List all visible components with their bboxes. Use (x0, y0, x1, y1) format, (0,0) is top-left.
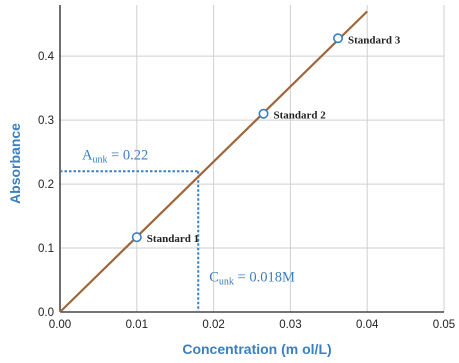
standard-marker (258, 108, 269, 119)
x-tick-label: 0.01 (126, 319, 148, 331)
a-value: = 0.22 (107, 147, 148, 163)
standard-markers (131, 33, 344, 243)
c-subscript: unk (219, 276, 234, 287)
x-tick-label: 0.04 (356, 319, 379, 331)
c-value: = 0.018M (234, 269, 295, 285)
standard-label: Standard 2 (274, 110, 327, 122)
y-tick-label: 0.4 (38, 51, 55, 63)
x-tick-label: 0.02 (202, 319, 224, 331)
y-tick-label: 0.0 (38, 307, 54, 319)
x-tick-labels: 0.00 0.01 0.02 0.03 0.04 0.05 (49, 319, 455, 331)
y-tick-label: 0.1 (38, 243, 54, 255)
a-symbol: A (82, 147, 93, 163)
y-tick-labels: 0.0 0.1 0.2 0.3 0.4 (38, 51, 55, 319)
calibration-line (59, 10, 368, 313)
concentration-unknown-annotation: Cunk = 0.018M (209, 269, 295, 287)
y-tick-label: 0.3 (38, 115, 54, 127)
standard-labels: Standard 1 Standard 2 Standard 3 (147, 34, 401, 245)
standard-label: Standard 1 (147, 233, 199, 245)
c-symbol: C (209, 269, 219, 285)
standard-label: Standard 3 (348, 34, 401, 46)
y-tick-label: 0.2 (38, 179, 54, 191)
x-tick-label: 0.03 (279, 319, 301, 331)
unknown-guides (60, 170, 200, 312)
y-axis-label: Absorbance (7, 123, 23, 204)
x-tick-label: 0.00 (49, 319, 71, 331)
x-axis-label: Concentration (m ol/L) (182, 341, 331, 357)
x-tick-label: 0.05 (433, 319, 455, 331)
axes (59, 5, 444, 313)
standard-marker (131, 232, 142, 243)
a-subscript: unk (92, 154, 107, 165)
standard-marker (333, 33, 344, 44)
absorbance-unknown-annotation: Aunk = 0.22 (82, 147, 148, 165)
